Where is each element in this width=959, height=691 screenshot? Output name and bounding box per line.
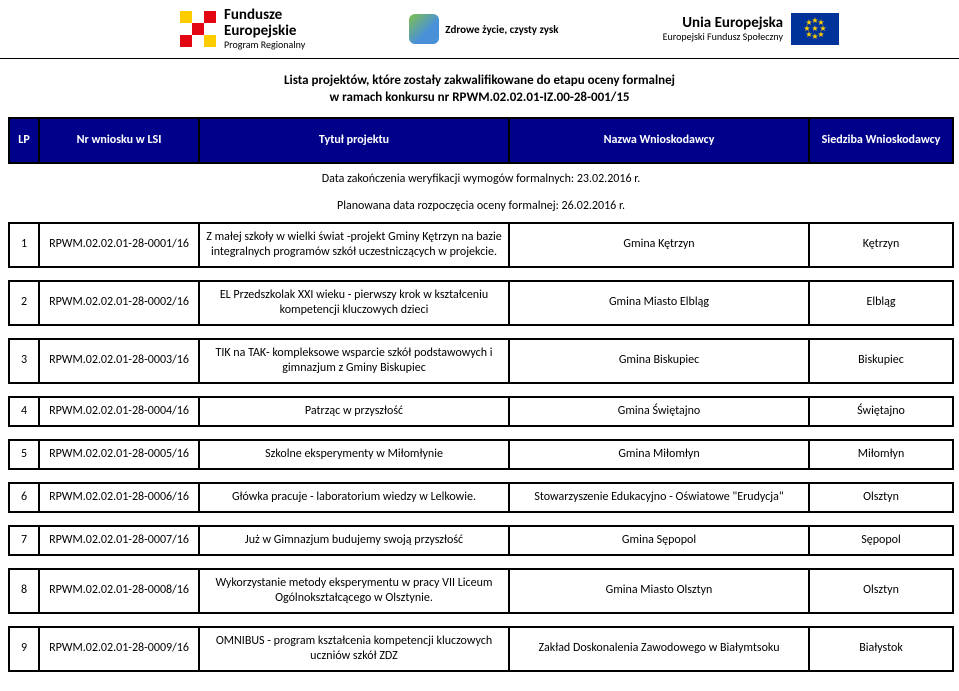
table-row: 9 RPWM.02.02.01-28-0009/16 OMNIBUS - pro… xyxy=(9,627,953,671)
fe-line3: Program Regionalny xyxy=(224,40,305,51)
logo-fundusze-europejskie: Fundusze Europejskie Program Regionalny xyxy=(180,8,305,50)
row-spacer xyxy=(9,613,953,627)
table-row: 3 RPWM.02.02.01-28-0003/16 TIK na TAK- k… xyxy=(9,339,953,383)
col-lp: LP xyxy=(9,118,39,163)
cell-applicant: Stowarzyszenie Edukacyjno - Oświatowe "E… xyxy=(509,483,809,512)
cell-seat: Sępopol xyxy=(809,526,953,555)
meta-line-2: Planowana data rozpoczęcia oceny formaln… xyxy=(9,193,953,223)
cell-seat: Kętrzyn xyxy=(809,223,953,267)
col-applicant: Nazwa Wnioskodawcy xyxy=(509,118,809,163)
fe-stars-icon xyxy=(180,11,216,47)
mazury-icon xyxy=(409,14,439,44)
cell-applicant: Zakład Doskonalenia Zawodowego w Białymt… xyxy=(509,627,809,671)
cell-lp: 2 xyxy=(9,281,39,325)
cell-title: TIK na TAK- kompleksowe wsparcie szkół p… xyxy=(199,339,509,383)
cell-seat: Biskupiec xyxy=(809,339,953,383)
row-spacer xyxy=(9,267,953,281)
row-spacer xyxy=(9,469,953,483)
cell-lp: 6 xyxy=(9,483,39,512)
table-row: 5 RPWM.02.02.01-28-0005/16 Szkolne ekspe… xyxy=(9,440,953,469)
cell-lp: 7 xyxy=(9,526,39,555)
eu-text: Unia Europejska Europejski Fundusz Społe… xyxy=(663,16,783,42)
mazury-tagline: Zdrowe życie, czysty zysk xyxy=(445,23,558,36)
eu-flag-icon xyxy=(791,13,839,45)
cell-title: Patrząc w przyszłość xyxy=(199,397,509,426)
cell-num: RPWM.02.02.01-28-0007/16 xyxy=(39,526,199,555)
cell-seat: Białystok xyxy=(809,627,953,671)
cell-num: RPWM.02.02.01-28-0003/16 xyxy=(39,339,199,383)
logo-warmia-mazury: Zdrowe życie, czysty zysk xyxy=(409,14,558,44)
cell-title: Już w Gimnazjum budujemy swoją przyszłoś… xyxy=(199,526,509,555)
cell-title: Wykorzystanie metody eksperymentu w prac… xyxy=(199,569,509,613)
cell-applicant: Gmina Biskupiec xyxy=(509,339,809,383)
title-line-1: Lista projektów, które zostały zakwalifi… xyxy=(284,73,675,88)
row-spacer xyxy=(9,512,953,526)
meta-line-1: Data zakończenia weryfikacji wymogów for… xyxy=(9,163,953,193)
cell-applicant: Gmina Miasto Elbląg xyxy=(509,281,809,325)
cell-num: RPWM.02.02.01-28-0008/16 xyxy=(39,569,199,613)
cell-lp: 4 xyxy=(9,397,39,426)
row-spacer xyxy=(9,383,953,397)
cell-num: RPWM.02.02.01-28-0005/16 xyxy=(39,440,199,469)
cell-title: Główka pracuje - laboratorium wiedzy w L… xyxy=(199,483,509,512)
cell-num: RPWM.02.02.01-28-0004/16 xyxy=(39,397,199,426)
projects-table: LP Nr wniosku w LSI Tytuł projektu Nazwa… xyxy=(8,117,954,672)
cell-num: RPWM.02.02.01-28-0009/16 xyxy=(39,627,199,671)
cell-num: RPWM.02.02.01-28-0006/16 xyxy=(39,483,199,512)
table-row: 1 RPWM.02.02.01-28-0001/16 Z małej szkoł… xyxy=(9,223,953,267)
table-header-row: LP Nr wniosku w LSI Tytuł projektu Nazwa… xyxy=(9,118,953,163)
cell-num: RPWM.02.02.01-28-0002/16 xyxy=(39,281,199,325)
header-logos: Fundusze Europejskie Program Regionalny … xyxy=(0,0,959,59)
cell-num: RPWM.02.02.01-28-0001/16 xyxy=(39,223,199,267)
cell-applicant: Gmina Kętrzyn xyxy=(509,223,809,267)
cell-title: OMNIBUS - program kształcenia kompetencj… xyxy=(199,627,509,671)
table-row: 4 RPWM.02.02.01-28-0004/16 Patrząc w prz… xyxy=(9,397,953,426)
row-spacer xyxy=(9,325,953,339)
col-num: Nr wniosku w LSI xyxy=(39,118,199,163)
table-body: Data zakończenia weryfikacji wymogów for… xyxy=(9,163,953,671)
cell-title: Z małej szkoły w wielki świat -projekt G… xyxy=(199,223,509,267)
cell-lp: 3 xyxy=(9,339,39,383)
cell-title: Szkolne eksperymenty w Miłomłynie xyxy=(199,440,509,469)
cell-applicant: Gmina Miłomłyn xyxy=(509,440,809,469)
document-title: Lista projektów, które zostały zakwalifi… xyxy=(0,59,959,117)
table-row: 8 RPWM.02.02.01-28-0008/16 Wykorzystanie… xyxy=(9,569,953,613)
table-row: 6 RPWM.02.02.01-28-0006/16 Główka pracuj… xyxy=(9,483,953,512)
cell-title: EL Przedszkolak XXI wieku - pierwszy kro… xyxy=(199,281,509,325)
cell-lp: 8 xyxy=(9,569,39,613)
col-title: Tytuł projektu xyxy=(199,118,509,163)
cell-seat: Elbląg xyxy=(809,281,953,325)
row-spacer xyxy=(9,426,953,440)
cell-lp: 1 xyxy=(9,223,39,267)
col-seat: Siedziba Wnioskodawcy xyxy=(809,118,953,163)
cell-seat: Miłomłyn xyxy=(809,440,953,469)
cell-applicant: Gmina Świętajno xyxy=(509,397,809,426)
cell-applicant: Gmina Miasto Olsztyn xyxy=(509,569,809,613)
fe-text: Fundusze Europejskie Program Regionalny xyxy=(224,8,305,50)
row-spacer xyxy=(9,555,953,569)
title-line-2: w ramach konkursu nr RPWM.02.02.01-IZ.00… xyxy=(329,90,629,105)
table-row: 7 RPWM.02.02.01-28-0007/16 Już w Gimnazj… xyxy=(9,526,953,555)
cell-applicant: Gmina Sępopol xyxy=(509,526,809,555)
cell-lp: 5 xyxy=(9,440,39,469)
meta-row: Planowana data rozpoczęcia oceny formaln… xyxy=(9,193,953,223)
cell-lp: 9 xyxy=(9,627,39,671)
logo-unia-europejska: Unia Europejska Europejski Fundusz Społe… xyxy=(663,13,839,45)
eu-line2: Europejski Fundusz Społeczny xyxy=(663,32,783,43)
table-row: 2 RPWM.02.02.01-28-0002/16 EL Przedszkol… xyxy=(9,281,953,325)
cell-seat: Olsztyn xyxy=(809,569,953,613)
meta-row: Data zakończenia weryfikacji wymogów for… xyxy=(9,163,953,193)
cell-seat: Świętajno xyxy=(809,397,953,426)
cell-seat: Olsztyn xyxy=(809,483,953,512)
